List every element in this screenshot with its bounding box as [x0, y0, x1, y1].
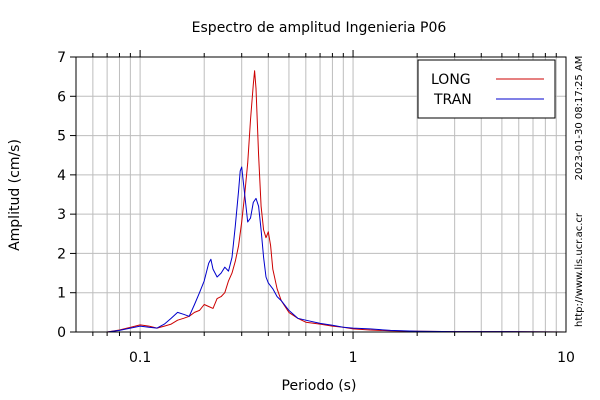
y-axis-label: Amplitud (cm/s): [7, 139, 23, 251]
y-tick-label: 0: [57, 325, 66, 341]
grid-layer: [76, 57, 566, 332]
legend-label-long: LONG: [431, 72, 471, 88]
source-url-label: http://www.lis.ucr.ac.cr: [574, 212, 585, 327]
y-tick-label: 2: [57, 246, 66, 262]
legend-box: [417, 59, 556, 119]
plot-frame: [75, 56, 567, 333]
x-tick-label: 1: [349, 350, 358, 366]
y-tick-label: 6: [57, 89, 66, 105]
series-line-long: [76, 70, 567, 333]
x-tick-label: 0.1: [129, 350, 151, 366]
x-axis-label: Periodo (s): [282, 378, 357, 394]
y-tick-label: 3: [57, 207, 66, 223]
tick-layer: 0 1 2 3 4 5 6 7 0.1 1 10: [57, 50, 575, 366]
y-tick-label: 4: [57, 168, 66, 184]
x-tick-label: 10: [557, 350, 575, 366]
y-tick-label: 5: [57, 129, 66, 145]
chart-title: Espectro de amplitud Ingenieria P06: [192, 20, 447, 36]
timestamp-label: 2023-01-30 08:17:25 AM: [574, 56, 585, 181]
y-tick-label: 1: [57, 286, 66, 302]
legend-label-tran: TRAN: [433, 92, 472, 108]
y-tick-label: 7: [57, 50, 66, 66]
series-line-tran: [76, 166, 567, 333]
series-layer: [76, 70, 567, 333]
legend: LONG TRAN: [417, 59, 556, 119]
